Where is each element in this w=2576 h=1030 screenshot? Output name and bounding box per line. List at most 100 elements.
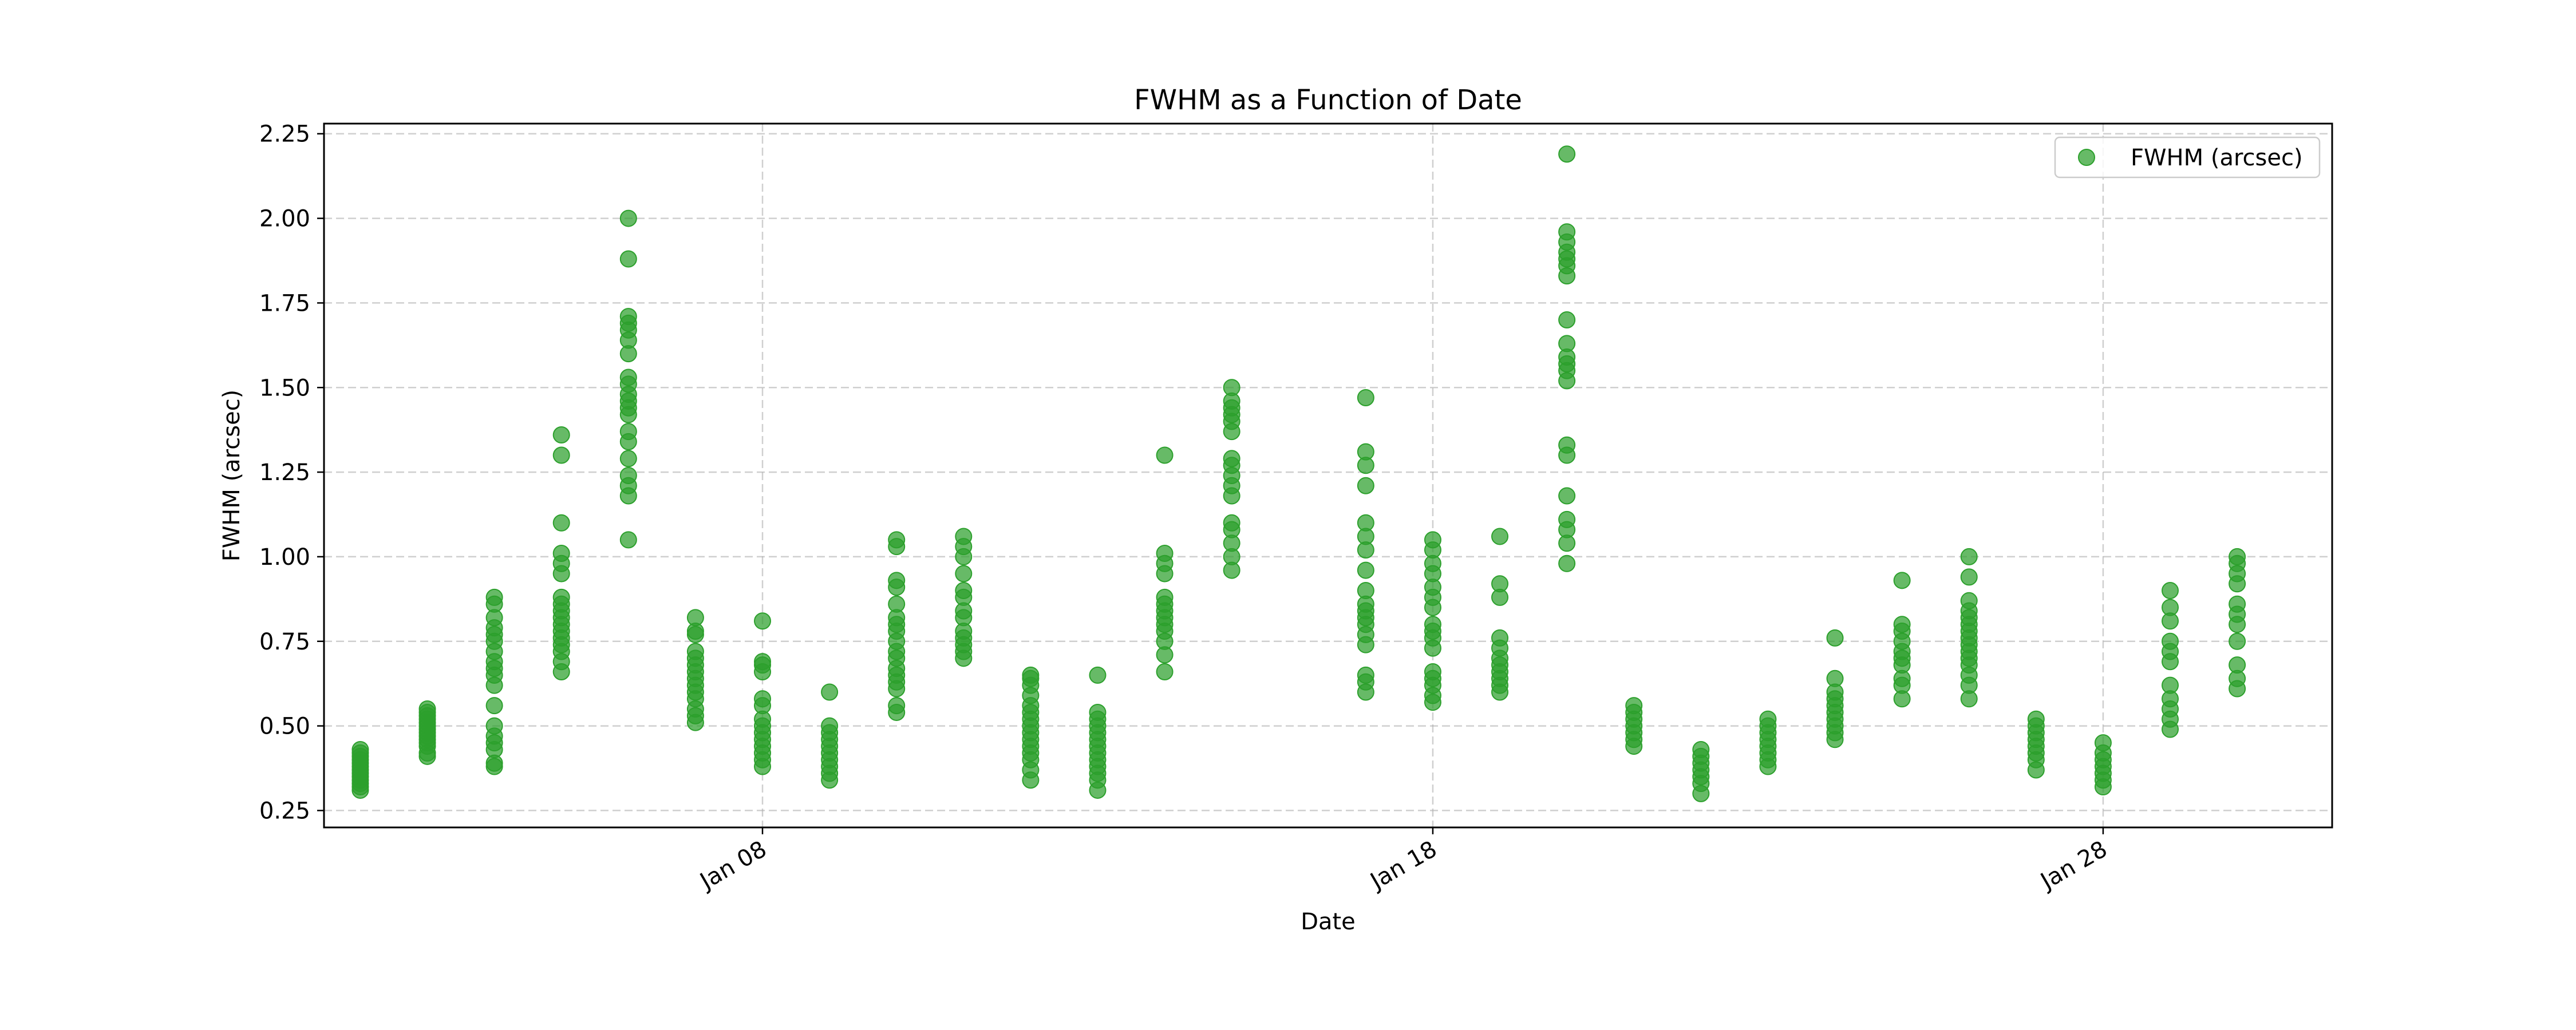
data-point	[888, 531, 906, 549]
data-point	[552, 588, 570, 606]
data-point	[1558, 487, 1576, 505]
data-point	[1558, 554, 1576, 572]
data-point	[485, 588, 503, 606]
data-point	[955, 565, 973, 583]
data-point	[1826, 629, 1844, 647]
data-point	[1357, 477, 1374, 494]
legend-marker	[2078, 149, 2095, 166]
data-point	[552, 446, 570, 464]
data-point	[754, 612, 772, 630]
data-point	[1491, 575, 1509, 593]
data-point	[619, 209, 637, 227]
legend-box	[2054, 136, 2321, 179]
data-point	[1156, 545, 1174, 562]
legend-label: FWHM (arcsec)	[2131, 145, 2303, 171]
data-point	[1558, 510, 1576, 528]
data-point	[2162, 632, 2179, 650]
data-point	[1223, 450, 1240, 468]
data-point	[485, 697, 503, 715]
data-point	[1223, 379, 1240, 397]
data-point	[1692, 740, 1710, 758]
data-point	[418, 700, 436, 718]
y-tick-label: 1.50	[259, 375, 310, 401]
data-point	[888, 595, 906, 613]
data-point	[619, 308, 637, 326]
data-point	[1491, 528, 1509, 545]
data-point	[2162, 582, 2179, 600]
data-point	[1826, 670, 1844, 687]
y-tick-label: 1.75	[259, 290, 310, 316]
data-point	[1156, 663, 1174, 680]
x-tick-label: Jan 18	[1365, 836, 1441, 896]
data-point	[1424, 616, 1441, 633]
data-point	[619, 423, 637, 441]
data-point	[1893, 572, 1911, 589]
data-point	[1089, 703, 1107, 721]
scatter-points	[351, 145, 2246, 802]
data-point	[955, 582, 973, 600]
data-point	[1089, 666, 1107, 684]
data-point	[619, 467, 637, 484]
data-point	[2229, 632, 2246, 650]
data-point	[888, 697, 906, 715]
y-tick-label: 1.25	[259, 459, 310, 486]
data-point	[2094, 734, 2112, 752]
data-point	[2162, 676, 2179, 694]
data-point	[821, 683, 839, 701]
data-point	[1960, 592, 1978, 609]
data-point	[955, 528, 973, 545]
data-point	[1558, 223, 1576, 241]
data-point	[1022, 666, 1040, 684]
y-axis-label: FWHM (arcsec)	[219, 390, 245, 562]
y-tick-label: 2.25	[259, 121, 310, 148]
data-point	[1156, 588, 1174, 606]
grid-lines	[324, 124, 2332, 827]
data-point	[888, 572, 906, 589]
data-point	[1223, 514, 1240, 532]
data-point	[1960, 548, 1978, 565]
plot-frame	[323, 122, 2333, 829]
data-point	[619, 531, 637, 549]
data-point	[1357, 666, 1374, 684]
data-point	[1156, 446, 1174, 464]
data-point	[1357, 443, 1374, 461]
data-point	[1424, 531, 1441, 549]
data-point	[2027, 710, 2045, 728]
legend: FWHM (arcsec)	[2054, 136, 2321, 179]
data-point	[686, 609, 704, 627]
y-tick-label: 0.75	[259, 629, 310, 655]
data-point	[754, 690, 772, 708]
data-point	[754, 653, 772, 671]
data-point	[686, 643, 704, 660]
data-point	[552, 426, 570, 444]
data-point	[1357, 582, 1374, 600]
data-point	[619, 450, 637, 468]
x-axis-label: Date	[1301, 909, 1356, 935]
y-tick-label: 2.00	[259, 206, 310, 232]
y-tick-label: 1.00	[259, 544, 310, 571]
data-point	[351, 740, 369, 758]
data-point	[552, 514, 570, 532]
data-point	[1357, 514, 1374, 532]
data-point	[2229, 548, 2246, 565]
data-point	[1759, 710, 1777, 728]
data-point	[552, 545, 570, 562]
data-point	[821, 717, 839, 735]
chart-title: FWHM as a Function of Date	[1134, 84, 1522, 116]
data-point	[619, 369, 637, 386]
data-point	[1960, 568, 1978, 586]
data-point	[2229, 656, 2246, 674]
data-point	[1558, 145, 1576, 163]
data-point	[1625, 697, 1643, 715]
data-point	[1424, 663, 1441, 680]
y-tick-label: 0.25	[259, 798, 310, 824]
data-point	[1558, 436, 1576, 454]
y-tick-label: 0.50	[259, 714, 310, 740]
data-point	[1357, 389, 1374, 406]
x-tick-label: Jan 08	[694, 836, 771, 896]
data-point	[1893, 616, 1911, 633]
data-point	[619, 250, 637, 268]
data-point	[1491, 629, 1509, 647]
data-point	[1357, 561, 1374, 579]
